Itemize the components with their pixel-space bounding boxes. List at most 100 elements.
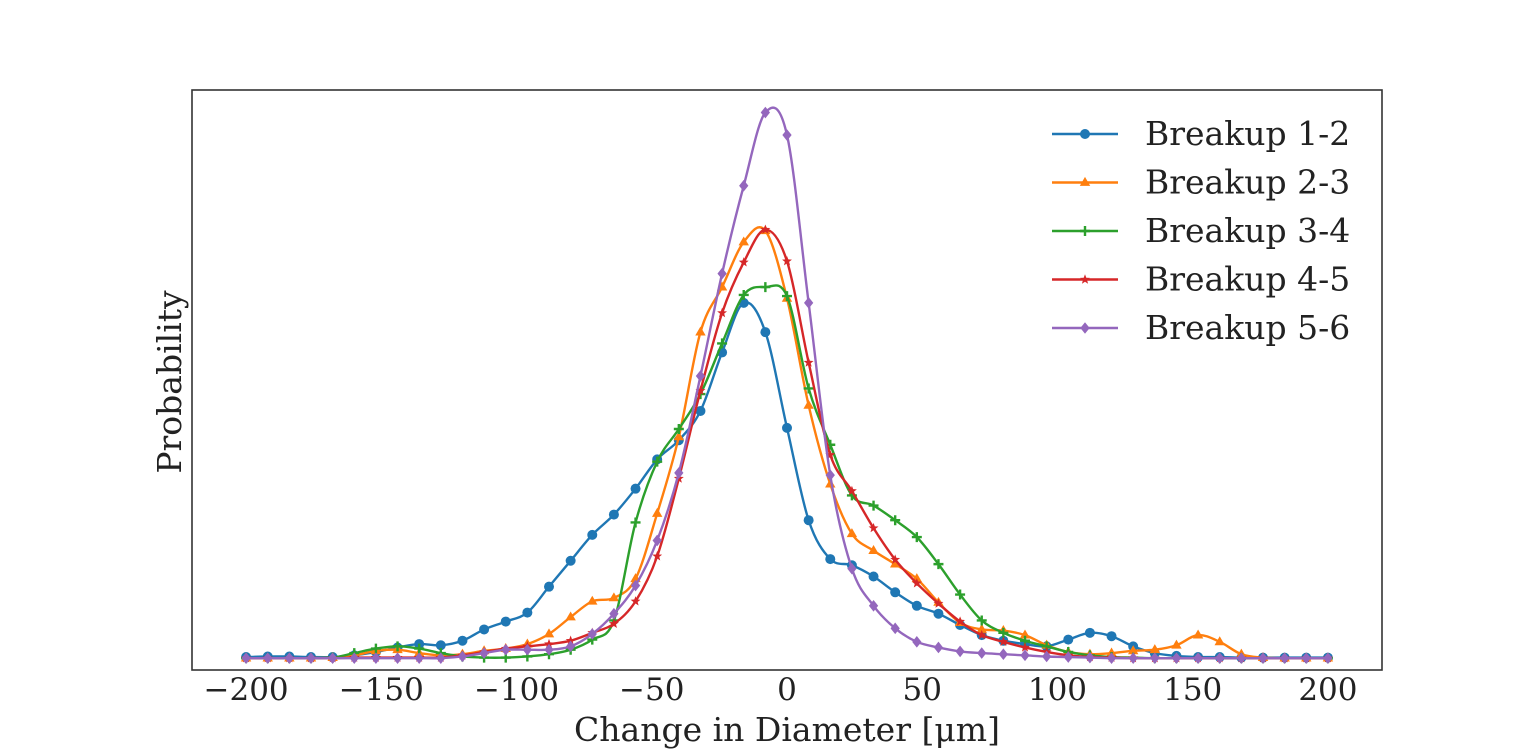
data-point-breakup-5-6-2: [284, 652, 295, 664]
data-point-breakup-5-6-7: [392, 652, 403, 664]
data-point-breakup-1-2-27: [825, 554, 836, 565]
data-point-breakup-5-6-49: [1301, 652, 1311, 664]
data-point-breakup-3-4-23: [738, 289, 749, 300]
data-point-breakup-3-4-33: [955, 589, 966, 600]
data-point-breakup-3-4-30: [890, 515, 901, 526]
data-point-breakup-2-3-45: [1214, 636, 1225, 646]
data-point-breakup-5-6-38: [1063, 651, 1073, 663]
x-tick-label-7: 150: [1163, 672, 1222, 708]
series-line-breakup-5-6: [246, 106, 1328, 660]
data-point-breakup-5-6-20: [674, 467, 684, 479]
data-point-breakup-4-5-24: [760, 224, 771, 234]
data-point-breakup-1-2-30: [890, 587, 901, 598]
data-point-breakup-5-6-19: [652, 534, 662, 547]
data-point-breakup-1-2-32: [933, 608, 944, 619]
legend-label-breakup-1-2: Breakup 1-2: [1145, 114, 1350, 153]
x-tick-label-8: 200: [1298, 672, 1357, 708]
data-point-breakup-4-5-28: [846, 485, 857, 496]
data-point-breakup-2-3-14: [543, 628, 555, 638]
data-point-breakup-4-5-29: [868, 522, 879, 533]
data-point-breakup-1-2-14: [544, 581, 554, 592]
data-point-breakup-4-5-15: [565, 635, 576, 645]
data-point-breakup-2-3-29: [868, 545, 879, 554]
data-point-breakup-5-6-41: [1128, 652, 1138, 664]
legend: Breakup 1-2 Breakup 2-3 Breakup 3-4 Breakup…: [1052, 114, 1350, 347]
data-point-breakup-5-6-45: [1215, 652, 1225, 664]
data-point-breakup-4-5-14: [544, 638, 554, 649]
data-point-breakup-5-6-32: [933, 641, 944, 654]
data-point-breakup-4-5-23: [738, 257, 749, 267]
y-axis-label: Probability: [150, 290, 189, 474]
data-point-breakup-5-6-27: [825, 469, 835, 481]
data-point-breakup-4-5-25: [782, 255, 792, 266]
data-point-breakup-2-3-20: [673, 431, 685, 441]
data-point-breakup-2-3-26: [803, 399, 814, 409]
data-point-breakup-2-3-40: [1106, 647, 1117, 657]
data-point-breakup-4-5-31: [911, 578, 922, 588]
data-point-breakup-4-5-30: [890, 554, 901, 564]
data-point-breakup-3-4-29: [868, 500, 879, 511]
data-point-breakup-1-2-11: [479, 624, 490, 635]
legend-marker-breakup-1-2: [1080, 129, 1090, 139]
data-point-breakup-5-6-33: [955, 645, 965, 658]
data-point-breakup-2-3-19: [651, 507, 663, 517]
x-axis-ticks: −200 −150 −100 −50 0 50 100 150 200: [204, 672, 1358, 708]
legend-entry-breakup-2-3: Breakup 2-3: [1052, 163, 1350, 202]
data-point-breakup-5-6-44: [1193, 652, 1203, 664]
data-point-breakup-1-2-10: [457, 635, 468, 646]
data-point-breakup-3-4-26: [803, 383, 814, 394]
x-axis-label: Change in Diameter [μm]: [574, 710, 1000, 749]
data-point-breakup-5-6-6: [371, 652, 381, 664]
data-point-breakup-5-6-26: [803, 297, 814, 309]
legend-label-breakup-3-4: Breakup 3-4: [1145, 211, 1350, 250]
data-point-breakup-1-2-15: [565, 555, 576, 566]
data-point-breakup-4-5-18: [630, 596, 641, 606]
x-tick-label-0: −200: [204, 672, 289, 708]
data-point-breakup-5-6-42: [1150, 652, 1160, 664]
data-point-breakup-1-2-38: [1063, 634, 1074, 645]
data-point-breakup-1-2-21: [695, 405, 706, 416]
x-tick-label-1: −150: [339, 672, 424, 708]
data-point-breakup-4-5-34: [976, 629, 987, 640]
data-point-breakup-3-4-20: [673, 423, 684, 434]
plot-frame: [191, 89, 1383, 671]
data-point-breakup-1-2-31: [911, 600, 922, 611]
legend-entry-breakup-1-2: Breakup 1-2: [1052, 114, 1350, 153]
data-point-breakup-5-6-47: [1258, 652, 1268, 664]
data-point-breakup-5-6-8: [414, 652, 424, 664]
data-point-breakup-5-6-34: [977, 647, 987, 659]
data-point-breakup-5-6-28: [847, 562, 857, 575]
data-point-breakup-3-4-8: [414, 643, 425, 654]
data-point-breakup-5-6-37: [1041, 650, 1052, 663]
data-point-breakup-5-6-36: [1020, 649, 1030, 662]
data-point-breakup-5-6-17: [609, 607, 619, 620]
data-point-breakup-2-3-16: [587, 595, 598, 605]
legend-label-breakup-4-5: Breakup 4-5: [1145, 260, 1350, 299]
x-tick-label-6: 100: [1028, 672, 1087, 708]
data-point-breakup-5-6-46: [1236, 652, 1247, 664]
data-point-breakup-4-5-33: [955, 616, 966, 626]
data-point-breakup-5-6-9: [436, 652, 446, 664]
data-point-breakup-1-2-18: [630, 483, 641, 494]
data-point-breakup-3-4-34: [976, 615, 987, 626]
data-point-breakup-1-2-26: [803, 515, 814, 526]
data-point-breakup-5-6-14: [544, 643, 554, 656]
data-point-breakup-5-6-31: [912, 636, 922, 648]
data-point-breakup-3-4-32: [933, 559, 944, 570]
data-point-breakup-3-4-7: [392, 641, 403, 652]
data-point-breakup-5-6-22: [717, 267, 727, 280]
data-point-breakup-2-3-42: [1149, 644, 1161, 654]
data-point-breakup-5-6-12: [501, 643, 511, 656]
data-point-breakup-5-6-13: [522, 643, 533, 656]
data-point-breakup-5-6-48: [1279, 652, 1290, 664]
legend-entry-breakup-4-5: Breakup 4-5: [1052, 260, 1350, 299]
data-point-breakup-2-3-43: [1171, 639, 1182, 649]
data-point-breakup-2-3-34: [976, 623, 987, 633]
data-point-breakup-2-3-15: [565, 611, 576, 621]
data-point-breakup-4-5-19: [652, 551, 663, 561]
legend-marker-breakup-5-6: [1080, 322, 1090, 334]
data-point-breakup-4-5-36: [1020, 642, 1030, 652]
data-point-breakup-4-5-26: [803, 357, 814, 367]
data-point-breakup-5-6-15: [565, 640, 576, 653]
data-point-breakup-1-2-17: [608, 509, 619, 520]
